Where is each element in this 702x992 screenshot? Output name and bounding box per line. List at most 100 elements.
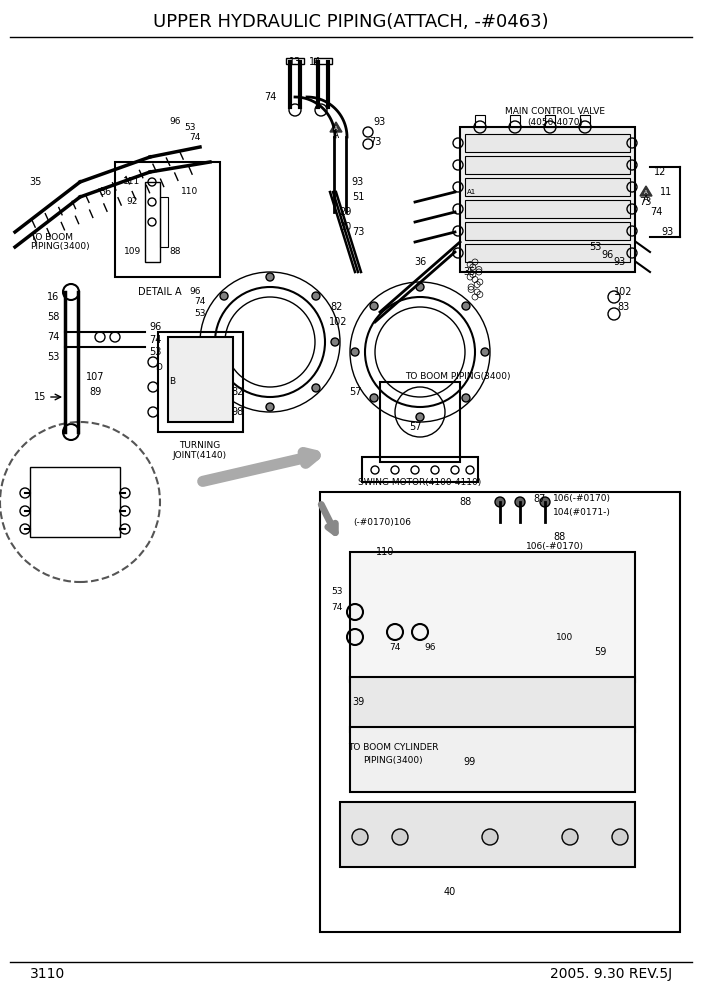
Text: 2005. 9.30 REV.5J: 2005. 9.30 REV.5J bbox=[550, 967, 672, 981]
Text: TO BOOM CYLINDER: TO BOOM CYLINDER bbox=[347, 742, 438, 752]
Circle shape bbox=[515, 497, 525, 507]
Bar bbox=[545, 115, 555, 127]
Text: 83: 83 bbox=[617, 302, 629, 312]
Text: 96: 96 bbox=[424, 643, 436, 652]
Text: 36: 36 bbox=[414, 257, 426, 267]
Text: DETAIL A: DETAIL A bbox=[138, 287, 182, 297]
Bar bbox=[580, 115, 590, 127]
Circle shape bbox=[392, 829, 408, 845]
Text: 102: 102 bbox=[329, 317, 347, 327]
Circle shape bbox=[266, 403, 274, 411]
Text: B: B bbox=[169, 378, 175, 387]
Text: 53: 53 bbox=[194, 310, 206, 318]
Text: 74: 74 bbox=[650, 207, 662, 217]
Bar bbox=[362, 457, 478, 482]
Bar bbox=[350, 552, 635, 682]
Circle shape bbox=[312, 292, 320, 300]
Text: 36: 36 bbox=[99, 187, 111, 197]
Circle shape bbox=[416, 283, 424, 291]
Text: 74: 74 bbox=[194, 298, 206, 307]
Bar bbox=[460, 127, 635, 272]
Bar bbox=[380, 382, 460, 462]
Circle shape bbox=[612, 829, 628, 845]
Text: A: A bbox=[643, 194, 649, 203]
Text: 82: 82 bbox=[232, 387, 244, 397]
Text: 59: 59 bbox=[594, 647, 607, 657]
Text: 93: 93 bbox=[662, 227, 674, 237]
Polygon shape bbox=[330, 122, 342, 132]
Text: 88: 88 bbox=[169, 247, 180, 257]
Text: 73: 73 bbox=[639, 197, 651, 207]
Text: 109: 109 bbox=[124, 247, 142, 257]
Circle shape bbox=[220, 292, 228, 300]
Text: A1: A1 bbox=[468, 189, 477, 195]
Text: 40: 40 bbox=[444, 887, 456, 897]
Text: UPPER HYDRAULIC PIPING(ATTACH, -#0463): UPPER HYDRAULIC PIPING(ATTACH, -#0463) bbox=[153, 13, 549, 31]
Text: A: A bbox=[644, 190, 648, 195]
Bar bbox=[160, 197, 168, 247]
Bar bbox=[465, 156, 630, 174]
Text: D: D bbox=[156, 362, 162, 371]
Circle shape bbox=[416, 413, 424, 421]
Circle shape bbox=[562, 829, 578, 845]
Text: 87: 87 bbox=[534, 494, 546, 504]
Text: 96: 96 bbox=[169, 117, 180, 127]
Circle shape bbox=[266, 273, 274, 281]
Text: 96: 96 bbox=[190, 288, 201, 297]
Text: 93: 93 bbox=[374, 117, 386, 127]
Text: SWING MOTOR(4100-4110): SWING MOTOR(4100-4110) bbox=[359, 477, 482, 486]
Text: 73: 73 bbox=[369, 137, 381, 147]
Text: 96: 96 bbox=[601, 250, 613, 260]
Circle shape bbox=[495, 497, 505, 507]
Bar bbox=[475, 115, 485, 127]
Text: 53: 53 bbox=[47, 352, 59, 362]
Bar bbox=[168, 337, 233, 422]
Bar bbox=[145, 182, 160, 262]
Bar bbox=[340, 802, 635, 867]
Circle shape bbox=[352, 829, 368, 845]
Text: 99: 99 bbox=[464, 757, 476, 767]
Text: 39: 39 bbox=[352, 697, 364, 707]
Text: 30: 30 bbox=[339, 222, 351, 232]
Bar bbox=[465, 222, 630, 240]
Text: (4050-4070): (4050-4070) bbox=[527, 117, 583, 127]
Text: MAIN CONTROL VALVE: MAIN CONTROL VALVE bbox=[505, 107, 605, 116]
Text: 12: 12 bbox=[654, 167, 666, 177]
Text: 74: 74 bbox=[390, 643, 401, 652]
Text: 73: 73 bbox=[352, 227, 364, 237]
Bar bbox=[158, 332, 243, 432]
Text: 74: 74 bbox=[190, 133, 201, 142]
Text: PIPING(3400): PIPING(3400) bbox=[30, 242, 90, 252]
Text: TO BOOM PIPING(3400): TO BOOM PIPING(3400) bbox=[405, 373, 511, 382]
Text: 74: 74 bbox=[47, 332, 59, 342]
Text: 14: 14 bbox=[309, 57, 321, 67]
Text: 53: 53 bbox=[331, 587, 343, 596]
Bar bbox=[320, 492, 680, 932]
Bar bbox=[465, 200, 630, 218]
Text: 106(-#0170): 106(-#0170) bbox=[553, 494, 611, 504]
Text: 16: 16 bbox=[47, 292, 59, 302]
Text: TO BOOM: TO BOOM bbox=[30, 232, 73, 241]
Circle shape bbox=[482, 829, 498, 845]
Bar bbox=[350, 677, 635, 732]
Text: 92: 92 bbox=[126, 197, 138, 206]
Text: 35: 35 bbox=[29, 177, 41, 187]
Circle shape bbox=[312, 384, 320, 392]
Text: 13: 13 bbox=[289, 57, 301, 67]
Circle shape bbox=[481, 348, 489, 356]
Text: PIPING(3400): PIPING(3400) bbox=[363, 756, 423, 765]
Circle shape bbox=[370, 394, 378, 402]
Text: 51: 51 bbox=[352, 192, 364, 202]
Bar bbox=[286, 58, 304, 64]
Text: A: A bbox=[333, 131, 339, 140]
Text: 107: 107 bbox=[86, 372, 105, 382]
Circle shape bbox=[331, 338, 339, 346]
Text: 82: 82 bbox=[331, 302, 343, 312]
Text: 57: 57 bbox=[409, 422, 421, 432]
Text: 93: 93 bbox=[614, 257, 626, 267]
Circle shape bbox=[540, 497, 550, 507]
Text: 11: 11 bbox=[660, 187, 672, 197]
Bar bbox=[465, 134, 630, 152]
Bar bbox=[510, 115, 520, 127]
Circle shape bbox=[351, 348, 359, 356]
